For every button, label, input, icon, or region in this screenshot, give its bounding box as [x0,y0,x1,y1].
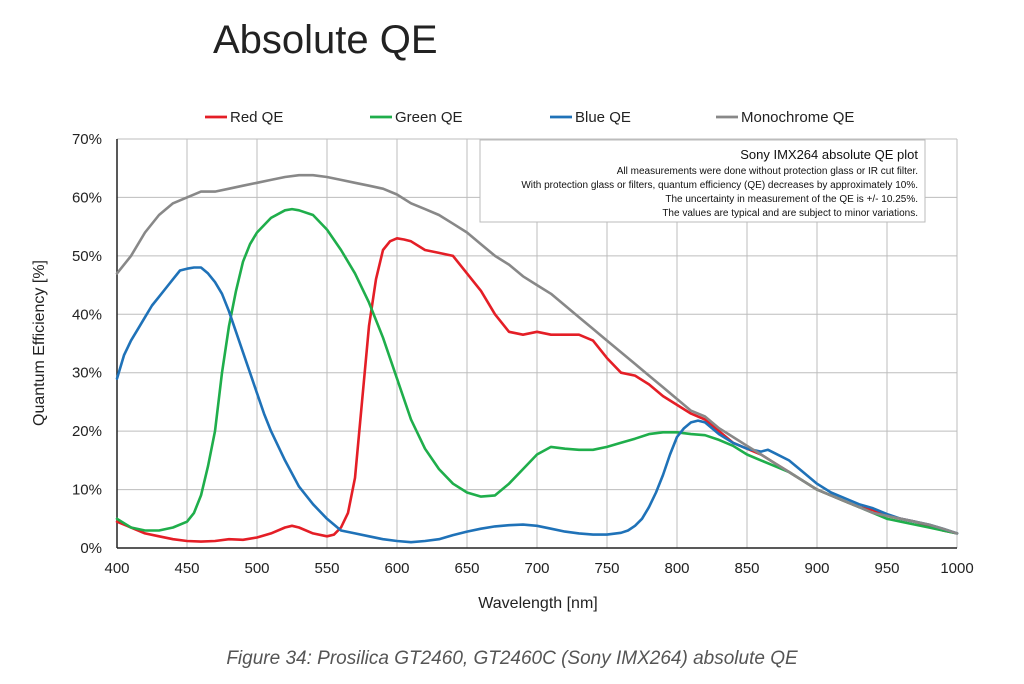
series-line-monochrome-qe [115,173,959,535]
y-tick-label: 40% [72,306,102,323]
legend-label-green-qe: Green QE [395,109,463,126]
x-tick-label: 550 [314,560,339,577]
y-tick-label: 10% [72,482,102,499]
legend-label-red-qe: Red QE [230,109,283,126]
note-line: The uncertainty in measurement of the QE… [665,194,918,205]
x-tick-label: 900 [804,560,829,577]
y-tick-label: 50% [72,248,102,265]
x-tick-label: 650 [454,560,479,577]
plot-series [115,173,959,544]
x-axis-title: Wavelength [nm] [478,595,597,612]
note-line: The values are typical and are subject t… [662,208,918,219]
qe-chart: 400 450 500 550 600 650 700 750 800 850 900 950 1000… [31,109,974,612]
y-axis-title: Quantum Efficiency [%] [31,260,48,426]
y-tick-label: 20% [72,423,102,440]
y-tick-label: 30% [72,365,102,382]
note-line: All measurements were done without prote… [617,166,918,177]
tick-labels: 400 450 500 550 600 650 700 750 800 850 900 950 1000… [72,131,974,577]
legend-label-monochrome-qe: Monochrome QE [741,109,854,126]
x-tick-label: 1000 [940,560,973,577]
note-title: Sony IMX264 absolute QE plot [740,147,918,162]
x-tick-label: 850 [734,560,759,577]
x-tick-label: 950 [874,560,899,577]
plot-axes [116,139,957,549]
y-tick-label: 70% [72,131,102,148]
x-tick-label: 450 [174,560,199,577]
figure-caption: Figure 34: Prosilica GT2460, GT2460C (So… [226,648,798,669]
y-tick-label: 0% [80,540,102,557]
series-line-blue-qe [115,266,959,544]
x-tick-label: 800 [664,560,689,577]
x-tick-label: 400 [104,560,129,577]
x-tick-label: 500 [244,560,269,577]
x-tick-label: 750 [594,560,619,577]
y-tick-label: 60% [72,189,102,206]
legend: Red QE Green QE Blue QE Monochrome QE [205,109,854,126]
note-line: With protection glass or filters, quantu… [521,180,918,191]
note-box-frame [479,139,926,223]
note-box: Sony IMX264 absolute QE plot All measure… [479,139,926,223]
x-tick-label: 600 [384,560,409,577]
page-title: Absolute QE [213,18,438,62]
legend-label-blue-qe: Blue QE [575,109,631,126]
x-tick-label: 700 [524,560,549,577]
